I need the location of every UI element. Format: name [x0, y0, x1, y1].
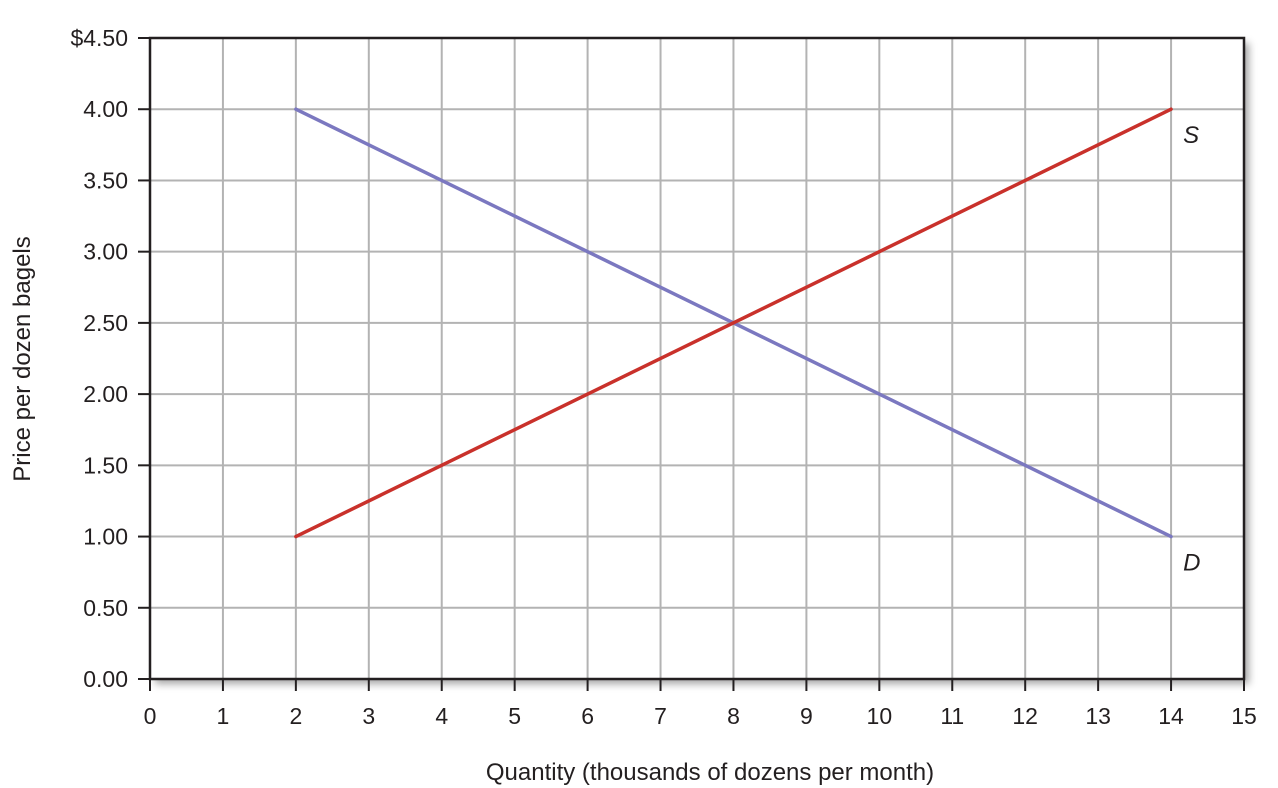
plot-frame — [148, 36, 1246, 681]
x-tick-label: 12 — [1012, 703, 1038, 729]
y-tick-label: 1.50 — [83, 452, 128, 478]
x-tick-label: 8 — [727, 703, 740, 729]
x-tick-label: 5 — [508, 703, 521, 729]
y-tick-label: 3.00 — [83, 239, 128, 265]
y-tick-label: 4.00 — [83, 96, 128, 122]
x-axis-title: Quantity (thousands of dozens per month) — [486, 759, 934, 786]
x-tick-label: 11 — [940, 703, 964, 729]
y-tick-label: 0.50 — [83, 595, 128, 621]
x-tick-label: 7 — [654, 703, 667, 729]
x-tick-label: 10 — [867, 703, 893, 729]
curve-label-d: D — [1183, 550, 1200, 577]
x-tick-label: 1 — [217, 703, 230, 729]
y-axis-title: Price per dozen bagels — [9, 236, 36, 481]
x-tick-label: 13 — [1085, 703, 1111, 729]
x-tick-label: 6 — [581, 703, 594, 729]
plot-area-background — [150, 38, 1244, 679]
x-tick-label: 15 — [1231, 703, 1257, 729]
x-tick-label: 9 — [800, 703, 813, 729]
x-axis-ticks: 0 1 2 3 4 5 6 7 8 9 10 11 12 13 14 15 — [144, 679, 1257, 729]
y-tick-label: 0.00 — [83, 666, 128, 692]
curve-labels: DS — [1183, 122, 1200, 576]
y-tick-label: $4.50 — [70, 25, 128, 51]
x-tick-label: 4 — [435, 703, 448, 729]
y-tick-label: 2.50 — [83, 310, 128, 336]
grid — [150, 38, 1244, 679]
x-tick-label: 14 — [1158, 703, 1184, 729]
y-tick-label: 3.50 — [83, 167, 128, 193]
y-axis-ticks: 0.00 0.50 1.00 1.50 2.00 2.50 3.00 3.50 4.00 $4.5… — [70, 25, 150, 692]
y-tick-label: 1.00 — [83, 524, 128, 550]
series-lines — [294, 107, 1173, 539]
x-tick-label: 2 — [289, 703, 302, 729]
y-tick-label: 2.00 — [83, 381, 128, 407]
x-tick-label: 3 — [362, 703, 375, 729]
curve-label-s: S — [1183, 122, 1199, 149]
x-tick-label: 0 — [144, 703, 157, 729]
series-line-s — [294, 107, 1173, 539]
